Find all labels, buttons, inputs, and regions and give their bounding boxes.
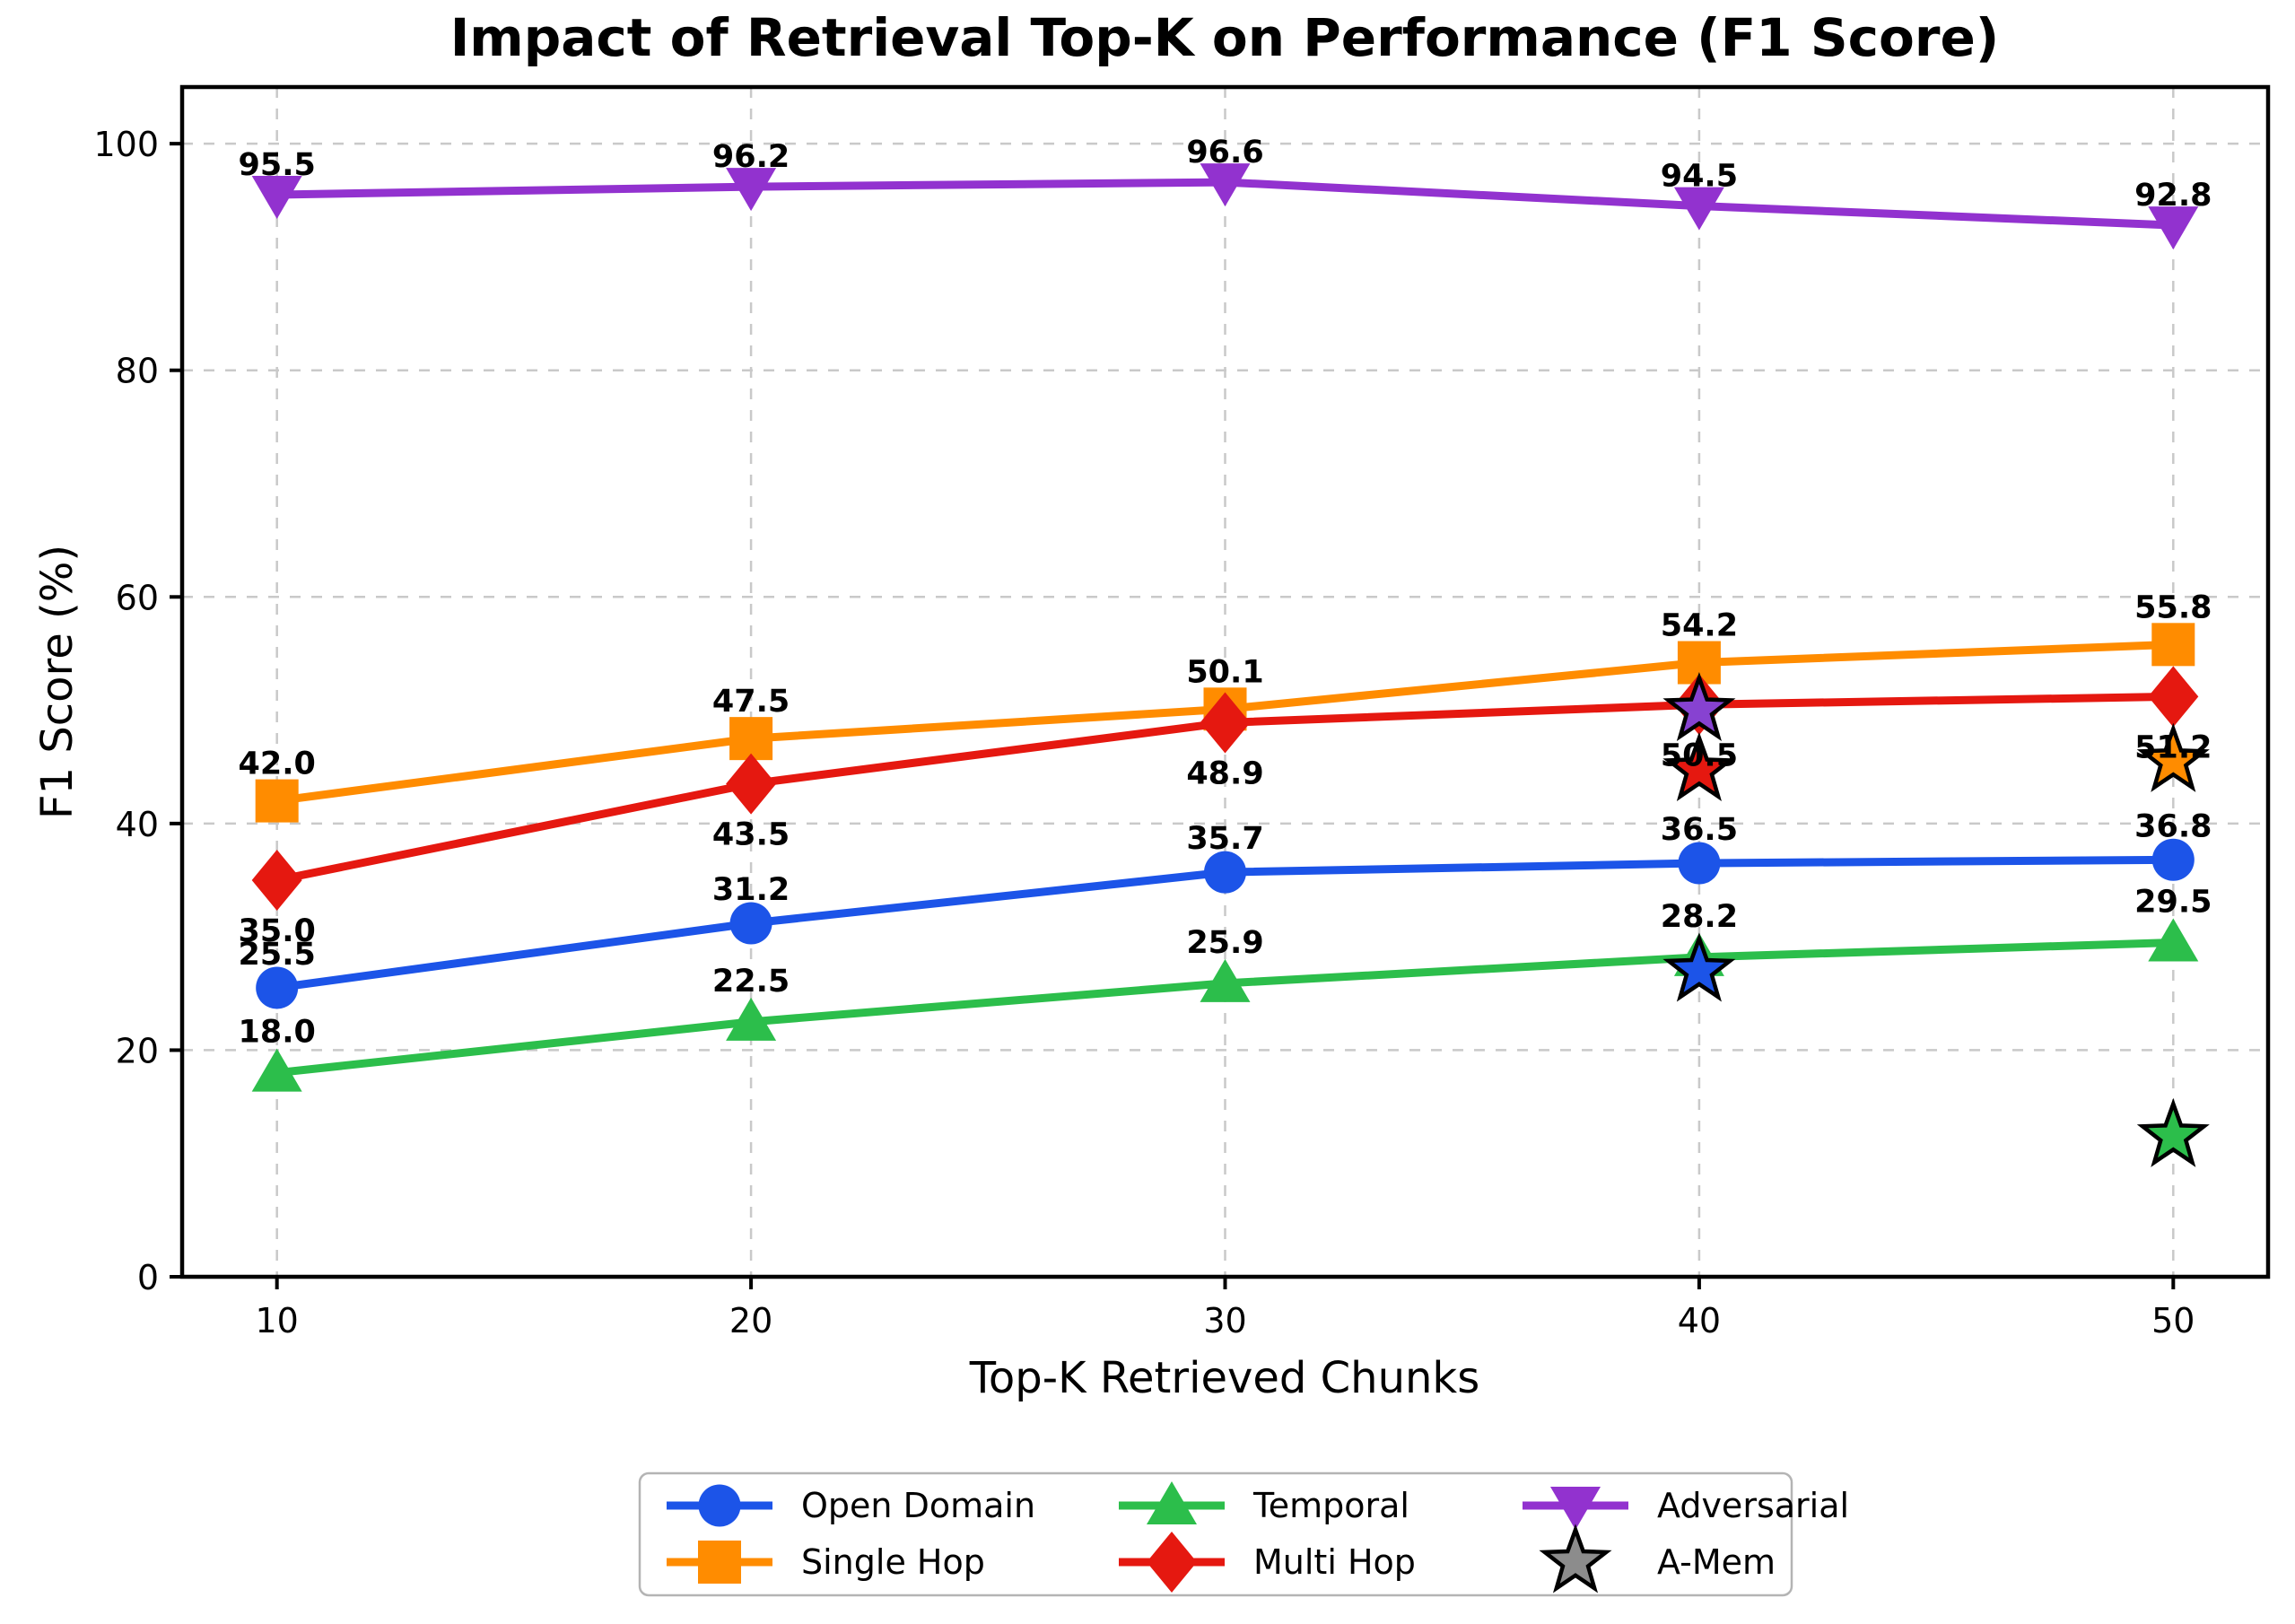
value-label: 54.2 [1661, 608, 1738, 644]
legend-marker-single-hop [698, 1541, 741, 1584]
value-label: 55.8 [2134, 589, 2212, 625]
legend-label-temporal: Temporal [1252, 1486, 1409, 1525]
series-layer [251, 163, 2199, 1092]
y-tick-label: 40 [116, 805, 159, 844]
value-label: 36.8 [2134, 808, 2212, 844]
value-label: 95.5 [239, 147, 316, 183]
value-label: 31.2 [712, 872, 790, 908]
data-point-multi-hop [726, 753, 777, 815]
y-axis-label: F1 Score (%) [32, 545, 83, 819]
value-label: 25.9 [1186, 925, 1263, 961]
data-point-adversarial [1200, 163, 1251, 207]
legend-label-multi-hop: Multi Hop [1253, 1542, 1416, 1582]
data-point-multi-hop [2148, 666, 2199, 728]
value-label: 94.5 [1661, 159, 1738, 195]
value-label: 50.1 [1186, 654, 1263, 690]
data-point-open-domain [1678, 842, 1721, 885]
legend: Open Domain Single Hop Temporal Multi Hop Ad… [638, 1471, 1849, 1597]
value-label: 51.2 [2134, 729, 2212, 765]
legend-label-open-domain: Open Domain [801, 1486, 1035, 1525]
value-label: 50.5 [1661, 738, 1738, 773]
data-point-open-domain [256, 966, 299, 1009]
data-point-adversarial [726, 168, 777, 212]
legend-box [638, 1471, 1793, 1597]
value-label: 43.5 [712, 817, 790, 853]
x-tick-label: 10 [256, 1301, 299, 1340]
series-multi-hop [251, 666, 2199, 911]
x-tick-label: 30 [1203, 1301, 1246, 1340]
data-point-open-domain [1204, 851, 1246, 894]
value-label: 48.9 [1186, 755, 1263, 791]
x-tick-label: 50 [2151, 1301, 2195, 1340]
legend-marker-adversarial [1550, 1487, 1601, 1530]
value-label: 35.0 [239, 913, 316, 949]
data-point-open-domain [729, 902, 772, 945]
series-open-domain [256, 838, 2195, 1009]
y-tick-label: 60 [116, 578, 159, 617]
value-label: 96.2 [712, 139, 790, 175]
data-point-temporal [1200, 958, 1251, 1002]
amem-star-point [1662, 932, 1736, 1002]
data-point-multi-hop [1200, 692, 1251, 754]
amem-star-point [1662, 671, 1736, 742]
data-point-temporal [2148, 918, 2199, 962]
value-label: 42.0 [239, 747, 316, 782]
data-point-temporal [251, 1048, 302, 1092]
chart-title: Impact of Retrieval Top-K on Performance… [450, 7, 2000, 68]
x-axis-label: Top-K Retrieved Chunks [969, 1353, 1479, 1403]
amem-star-point [2136, 722, 2210, 792]
value-label: 36.5 [1661, 812, 1738, 848]
value-label: 92.8 [2134, 178, 2212, 214]
amem-star-point [1662, 731, 1736, 801]
data-point-open-domain [2151, 838, 2195, 881]
x-tick-label: 20 [729, 1301, 772, 1340]
data-point-single-hop [2151, 623, 2195, 667]
legend-item-temporal: Temporal [1119, 1481, 1409, 1525]
y-tick-label: 0 [137, 1258, 159, 1297]
data-point-temporal [726, 997, 777, 1041]
data-point-adversarial [2148, 206, 2199, 250]
legend-label-a-mem: A-Mem [1657, 1542, 1776, 1582]
amem-star-points [1662, 671, 2210, 1167]
value-label: 47.5 [712, 684, 790, 720]
legend-item-a-mem: A-Mem [1539, 1524, 1776, 1593]
x-tick-label: 40 [1678, 1301, 1721, 1340]
legend-marker-multi-hop [1147, 1532, 1197, 1593]
value-labels: 25.5 31.2 35.7 36.5 36.8 42.0 47.5 50.1 54.2 55.8… [239, 135, 2212, 1051]
data-point-multi-hop [251, 850, 302, 911]
y-tick-label: 80 [116, 352, 159, 391]
value-label: 96.6 [1186, 135, 1263, 170]
data-point-adversarial [1673, 187, 1724, 231]
legend-marker-open-domain [698, 1484, 741, 1527]
legend-label-adversarial: Adversarial [1657, 1486, 1849, 1525]
value-label: 29.5 [2134, 884, 2212, 920]
legend-item-adversarial: Adversarial [1523, 1486, 1849, 1530]
legend-marker-temporal [1147, 1481, 1197, 1524]
legend-marker-a-mem [1539, 1524, 1612, 1593]
value-label: 35.7 [1186, 821, 1263, 857]
data-point-single-hop [729, 717, 773, 761]
value-label: 18.0 [239, 1015, 316, 1051]
y-tick-label: 100 [93, 125, 159, 164]
amem-star-point [2136, 1097, 2210, 1167]
gridlines [182, 87, 2268, 1279]
legend-label-single-hop: Single Hop [801, 1542, 985, 1582]
value-label: 22.5 [712, 964, 790, 1000]
legend-item-single-hop: Single Hop [667, 1541, 985, 1584]
series-adversarial [251, 163, 2199, 250]
value-label: 25.5 [239, 937, 316, 973]
y-tick-label: 20 [116, 1031, 159, 1070]
data-point-single-hop [255, 779, 299, 823]
data-point-adversarial [251, 175, 302, 219]
legend-item-multi-hop: Multi Hop [1119, 1532, 1416, 1593]
legend-item-open-domain: Open Domain [667, 1484, 1035, 1527]
value-label: 28.2 [1661, 899, 1738, 935]
axes-layer: 10 20 30 40 50 0 20 40 60 80 100 [93, 84, 2271, 1340]
